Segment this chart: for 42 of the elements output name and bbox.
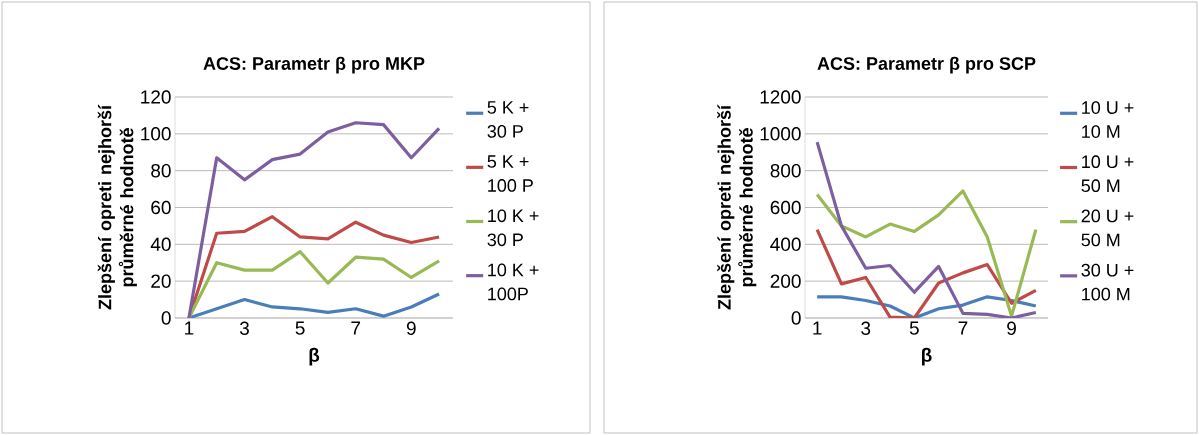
legend-label: 30 U + 100 M (1081, 263, 1134, 301)
line-series (815, 140, 1038, 318)
line-series (187, 121, 441, 318)
y-tick-label: 120 (141, 90, 171, 104)
y-tick-label: 0 (791, 311, 801, 325)
legend-label: 20 U + 50 M (1081, 209, 1134, 247)
line-series (815, 227, 1038, 318)
y-tick-label: 600 (770, 200, 801, 215)
x-tick-label: 7 (351, 321, 361, 335)
x-tick-label: 1 (813, 321, 822, 335)
y-tick-label: 0 (161, 311, 171, 325)
y-tick-label: 100 (141, 127, 171, 141)
y-tick-label: 1000 (760, 127, 801, 141)
y-tick-label: 400 (770, 237, 801, 252)
legend-label: 10 U + 50 M (1081, 155, 1134, 193)
y-tick-label: 60 (151, 200, 171, 215)
x-tick-label: 3 (239, 321, 249, 335)
y-axis-title: Zlepšení opreti nejhorší průměrné hodnotě (717, 104, 757, 310)
y-tick-label: 200 (770, 274, 801, 288)
chart-title: ACS: Parametr β pro MKP (203, 56, 425, 74)
line-series (815, 189, 1038, 318)
legend-label: 10 U + 10 M (1082, 101, 1134, 138)
x-axis-title: β (922, 347, 932, 366)
x-tick-label: 1 (185, 321, 194, 335)
x-tick-label: 9 (1007, 321, 1016, 335)
y-tick-label: 80 (151, 163, 171, 178)
x-tick-label: 9 (406, 321, 416, 335)
y-tick-label: 1200 (760, 90, 801, 104)
legend-label: 5 K + 30 P (487, 101, 529, 138)
x-axis-title: β (309, 347, 320, 366)
y-tick-label: 40 (150, 237, 171, 252)
x-tick-label: 7 (958, 321, 968, 335)
x-tick-label: 3 (861, 321, 871, 335)
legend-label: 10 K + 30 P (487, 209, 539, 247)
legend-label: 5 K + 100 P (487, 155, 533, 192)
legend-label: 10 K + 100P (488, 263, 539, 301)
y-axis-title: Zlepšení opreti nejhorší průměrné hodnotě (97, 104, 137, 310)
chart-title: ACS: Parametr β pro SCP (817, 56, 1036, 74)
y-tick-label: 20 (151, 274, 171, 288)
y-tick-label: 800 (770, 163, 801, 178)
x-tick-label: 5 (295, 321, 305, 335)
x-tick-label: 5 (909, 321, 919, 335)
